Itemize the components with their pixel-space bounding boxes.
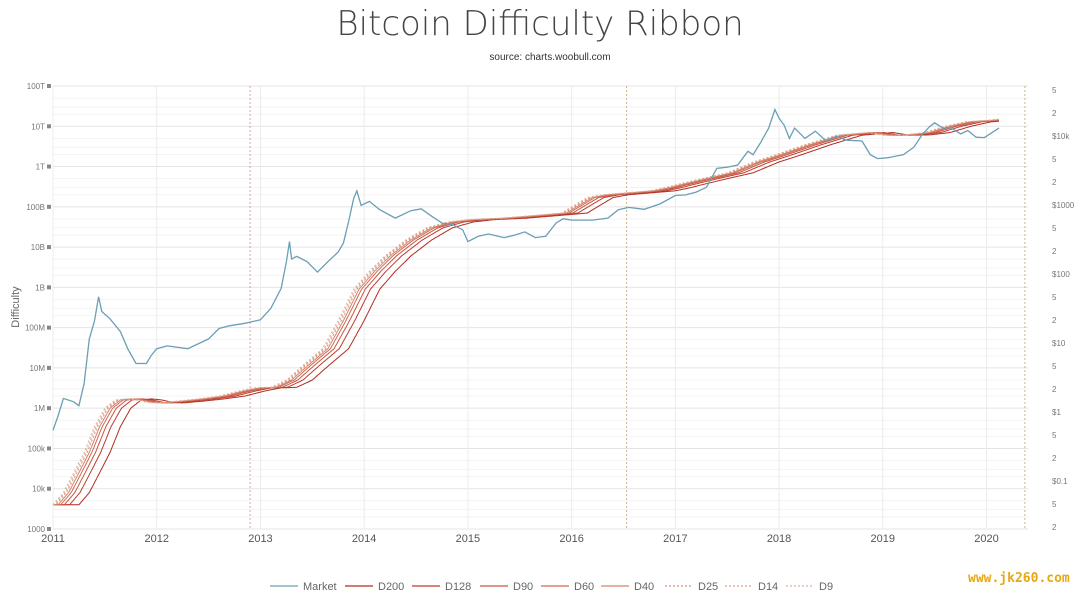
left-tick-label: 1T <box>36 163 45 172</box>
halving-markers <box>249 86 1026 529</box>
x-axis: 2011 2012 2013 2014 2015 2016 2017 2018 2019 2020 <box>41 533 999 545</box>
x-tick-label: 2018 <box>767 533 791 545</box>
x-tick-label: 2012 <box>144 533 168 545</box>
left-tick-label: 100k <box>28 444 46 453</box>
market-line <box>52 107 1000 431</box>
right-tick-label: 2 <box>1052 316 1057 325</box>
right-tick-label: 2 <box>1052 523 1057 532</box>
left-tick-marker <box>47 406 51 411</box>
legend-label: D25 <box>698 581 718 593</box>
legend-label: D40 <box>634 581 654 593</box>
left-tick-marker <box>47 164 51 169</box>
left-tick-label: 1M <box>34 404 45 413</box>
chart-subtitle: source: charts.woobull.com <box>489 52 611 63</box>
x-tick-label: 2020 <box>974 533 998 545</box>
right-tick-label: 5 <box>1052 431 1057 440</box>
x-tick-label: 2019 <box>871 533 895 545</box>
x-tick-label: 2013 <box>248 533 272 545</box>
left-tick-marker <box>47 204 51 209</box>
left-tick-label: 10k <box>32 485 46 494</box>
right-tick-label: 2 <box>1052 247 1057 256</box>
legend-item-d14[interactable]: D14 <box>725 581 778 593</box>
left-tick-marker <box>47 84 51 88</box>
right-tick-label: 2 <box>1052 178 1057 187</box>
x-tick-label: 2017 <box>663 533 687 545</box>
ribbon-line-d25 <box>53 119 1000 506</box>
legend-label: D200 <box>378 581 404 593</box>
right-tick-label: 5 <box>1052 224 1057 233</box>
legend-label: D60 <box>574 581 594 593</box>
left-tick-label: 10B <box>31 243 45 252</box>
right-tick-label: 5 <box>1052 293 1057 302</box>
left-tick-marker <box>47 486 51 491</box>
legend-item-market[interactable]: Market <box>270 581 337 593</box>
left-tick-marker <box>47 446 51 451</box>
ribbon-line-d200 <box>53 120 1000 506</box>
right-tick-label: 5 <box>1052 155 1057 164</box>
x-tick-label: 2014 <box>352 533 376 545</box>
left-tick-label: 100T <box>27 82 45 91</box>
legend-label: D14 <box>758 581 778 593</box>
legend-item-d90[interactable]: D90 <box>480 581 533 593</box>
right-tick-label: $1000 <box>1052 201 1075 210</box>
legend-item-d9[interactable]: D9 <box>786 581 833 593</box>
left-tick-label: 1B <box>35 283 45 292</box>
left-tick-label: 100B <box>26 203 45 212</box>
legend-item-d40[interactable]: D40 <box>601 581 654 593</box>
ribbon-line-d14 <box>53 118 1000 506</box>
legend-label: D128 <box>445 581 471 593</box>
ribbon-line-d40 <box>53 119 1000 506</box>
left-tick-marker <box>47 527 51 531</box>
left-tick-marker <box>47 245 51 250</box>
left-tick-marker <box>47 365 51 370</box>
difficulty-ribbon <box>52 118 1000 506</box>
ribbon-line-d9 <box>52 118 1000 506</box>
ribbon-line-d60 <box>53 119 1000 506</box>
right-tick-label: $1 <box>1052 408 1061 417</box>
watermark: www.jk260.com <box>968 571 1070 586</box>
right-tick-label: 2 <box>1052 385 1057 394</box>
left-y-axis: 100T 10T 1T 100B 10B 1B 100M 10M 1M 100k 10k 1000 <box>25 82 51 534</box>
left-tick-label: 10M <box>29 364 45 373</box>
x-tick-label: 2011 <box>41 533 65 545</box>
right-tick-label: 2 <box>1052 109 1057 118</box>
right-tick-label: $10 <box>1052 339 1066 348</box>
left-tick-marker <box>47 325 51 330</box>
legend-label: D9 <box>819 581 833 593</box>
market-series <box>52 107 1000 431</box>
right-tick-label: $10k <box>1052 132 1070 141</box>
right-tick-label: 5 <box>1052 500 1057 509</box>
left-tick-marker <box>47 285 51 290</box>
left-tick-label: 10T <box>31 122 45 131</box>
legend-item-d200[interactable]: D200 <box>345 581 404 593</box>
legend-label: D90 <box>513 581 533 593</box>
ribbon-line-d90 <box>53 119 1000 506</box>
chart-title: Bitcoin Difficulty Ribbon <box>336 4 744 44</box>
left-tick-marker <box>47 124 51 129</box>
right-tick-label: 2 <box>1052 454 1057 463</box>
legend[interactable]: Market D200 D128 D90 D60 D40 D25 D14 D9 <box>270 581 833 593</box>
right-tick-label: $100 <box>1052 270 1070 279</box>
right-tick-label: $0.1 <box>1052 477 1068 486</box>
legend-item-d25[interactable]: D25 <box>665 581 718 593</box>
y-axis-label: Difficulty <box>10 286 22 328</box>
grid <box>52 85 1028 530</box>
x-tick-label: 2015 <box>456 533 480 545</box>
right-tick-label: 5 <box>1052 362 1057 371</box>
right-y-axis: 5 2 $10k 5 2 $1000 5 2 $100 5 2 $10 5 2 $1 5 2 $0.1 5 2 <box>1052 86 1075 532</box>
right-tick-label: 5 <box>1052 86 1057 95</box>
x-tick-label: 2016 <box>559 533 583 545</box>
left-tick-label: 100M <box>25 324 45 333</box>
legend-item-d128[interactable]: D128 <box>412 581 471 593</box>
legend-item-d60[interactable]: D60 <box>541 581 594 593</box>
legend-label: Market <box>303 581 337 593</box>
left-tick-label: 1000 <box>27 525 45 534</box>
